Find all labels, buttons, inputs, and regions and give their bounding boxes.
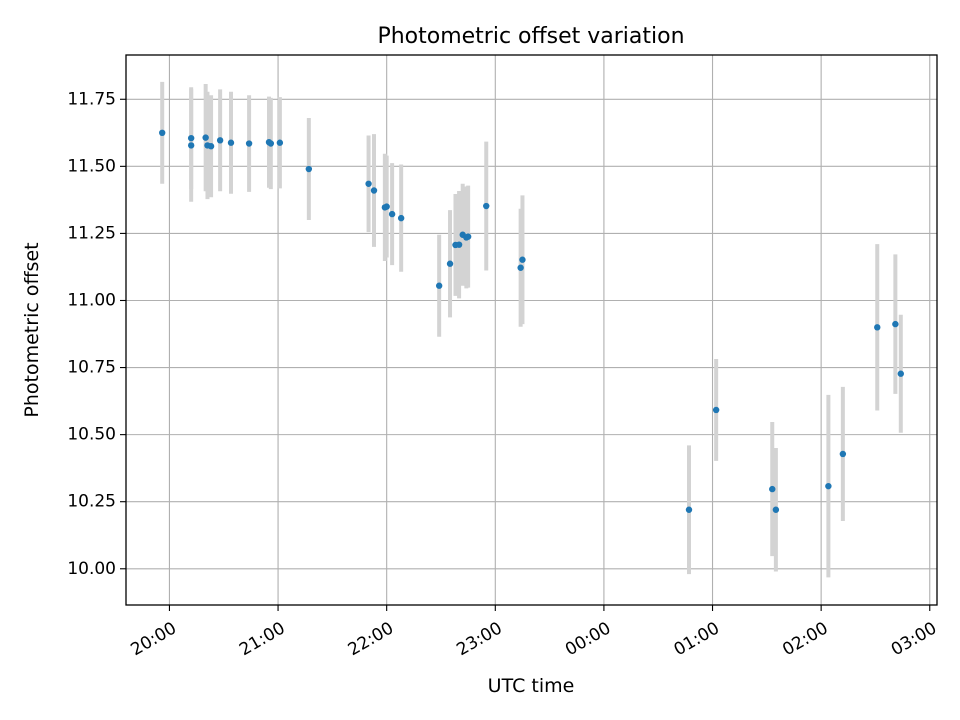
- y-tick-label: 10.25: [67, 492, 116, 512]
- x-axis-label: UTC time: [488, 675, 575, 697]
- data-point: [825, 482, 832, 490]
- data-point: [435, 282, 443, 289]
- data-point: [207, 143, 215, 150]
- data-point: [216, 137, 224, 144]
- data-point: [370, 187, 378, 194]
- x-tick-label: 21:00: [236, 618, 288, 660]
- data-point: [772, 506, 780, 513]
- data-point: [874, 324, 881, 331]
- data-point: [187, 142, 195, 149]
- data-point: [276, 139, 284, 146]
- data-point: [892, 320, 899, 328]
- data-point: [712, 406, 720, 414]
- data-point: [202, 134, 209, 141]
- x-tick-label: 00:00: [562, 618, 614, 660]
- y-tick-label: 11.75: [67, 89, 116, 109]
- data-point: [519, 256, 526, 263]
- y-axis-ticks: 10.00 10.25 10.50 10.75 11.00 11.25 11.50 11.75: [67, 89, 126, 579]
- data-point: [397, 214, 405, 222]
- x-tick-label: 22:00: [345, 618, 397, 660]
- data-point: [897, 370, 904, 377]
- x-tick-label: 23:00: [453, 618, 505, 660]
- y-tick-label: 10.50: [67, 425, 116, 445]
- y-tick-label: 11.50: [67, 156, 116, 176]
- x-tick-label: 20:00: [128, 618, 180, 660]
- x-tick-label: 01:00: [671, 618, 723, 660]
- data-point: [517, 264, 524, 271]
- x-axis-ticks: 20:00 21:00 22:00 23:00 00:00 01:00 02:00 03:00: [128, 605, 940, 660]
- chart-title: Photometric offset variation: [377, 24, 684, 49]
- data-point: [839, 450, 847, 458]
- data-point: [187, 134, 195, 142]
- data-point: [464, 233, 472, 240]
- data-point: [305, 165, 313, 173]
- data-point: [365, 180, 372, 187]
- plot-frame: [125, 54, 938, 606]
- data-point: [769, 485, 776, 493]
- data-point: [383, 203, 390, 210]
- data-point: [159, 129, 166, 137]
- data-point: [685, 506, 693, 513]
- data-point: [388, 210, 396, 218]
- x-tick-label: 03:00: [888, 618, 940, 660]
- y-tick-label: 11.00: [67, 290, 116, 310]
- data-point: [446, 260, 454, 267]
- data-point: [455, 241, 463, 248]
- y-tick-label: 10.00: [67, 559, 116, 579]
- data-point: [483, 202, 490, 210]
- grid: [126, 55, 937, 605]
- data-point: [245, 140, 253, 147]
- error-bars: [160, 81, 903, 578]
- x-tick-label: 02:00: [779, 618, 831, 660]
- y-axis-label: Photometric offset: [21, 242, 43, 417]
- data-point: [227, 139, 235, 146]
- y-tick-label: 10.75: [67, 358, 116, 378]
- y-tick-label: 11.25: [67, 223, 116, 243]
- data-point: [267, 140, 275, 147]
- data-points: [159, 129, 904, 513]
